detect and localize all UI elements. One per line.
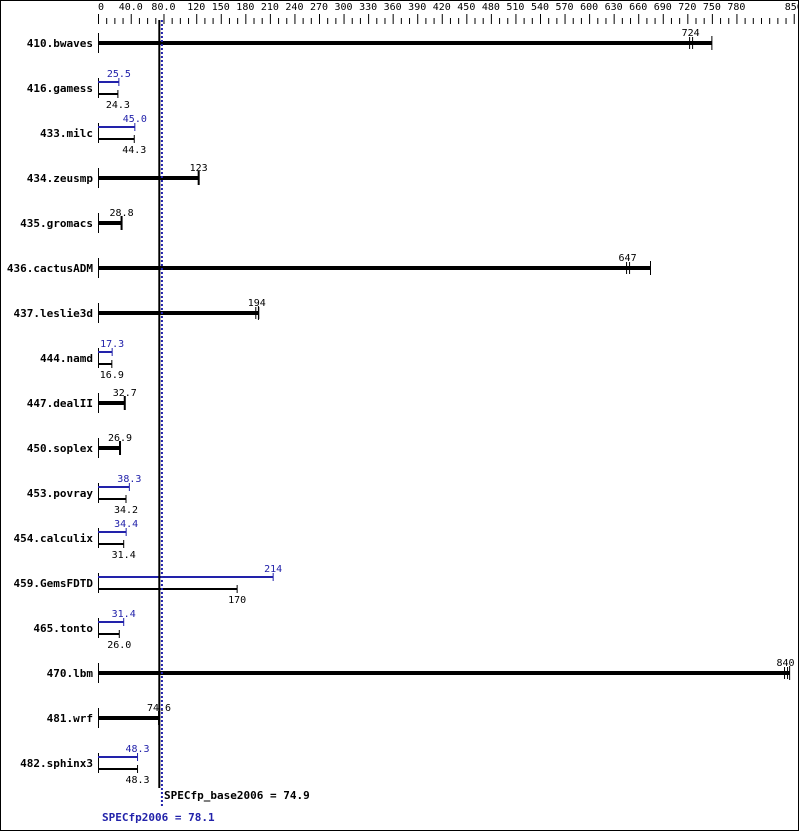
benchmark-label: 437.leslie3d (14, 307, 93, 320)
base-value-label: 123 (190, 163, 208, 174)
base-value-label: 44.3 (122, 145, 146, 156)
x-tick-label: 120 (187, 2, 205, 13)
base-bar (98, 41, 712, 45)
benchmark-label: 453.povray (27, 487, 94, 500)
base-value-label: 26.0 (107, 640, 131, 651)
x-tick-label: 80.0 (151, 2, 175, 13)
x-tick-label: 270 (310, 2, 328, 13)
x-tick-label: 510 (506, 2, 524, 13)
x-tick-label: 690 (654, 2, 672, 13)
x-tick-label: 330 (359, 2, 377, 13)
x-tick-label: 0 (98, 2, 104, 13)
benchmark-label: 470.lbm (47, 667, 94, 680)
base-value-label: 28.8 (110, 208, 134, 219)
x-tick-label: 750 (703, 2, 721, 13)
base-bar (98, 221, 122, 225)
x-tick-label: 180 (236, 2, 254, 13)
x-tick-label: 150 (212, 2, 230, 13)
x-tick-label: 720 (678, 2, 696, 13)
base-bar (98, 401, 125, 405)
x-tick-label: 390 (408, 2, 426, 13)
base-bar (98, 266, 651, 270)
benchmark-label: 410.bwaves (27, 37, 93, 50)
x-tick-label: 780 (727, 2, 745, 13)
base-bar (98, 176, 199, 180)
base-value-label: 26.9 (108, 433, 132, 444)
x-tick-label: 210 (261, 2, 279, 13)
base-mean-label: SPECfp_base2006 = 74.9 (164, 789, 310, 802)
benchmark-label: 436.cactusADM (7, 262, 93, 275)
benchmark-label: 454.calculix (14, 532, 94, 545)
base-bar (98, 311, 259, 315)
benchmark-label: 433.milc (40, 127, 93, 140)
base-value-label: 24.3 (106, 100, 130, 111)
benchmark-label: 435.gromacs (20, 217, 93, 230)
peak-value-label: 31.4 (112, 609, 136, 620)
x-tick-label: 240 (285, 2, 303, 13)
base-value-label: 32.7 (113, 388, 137, 399)
peak-value-label: 38.3 (117, 474, 141, 485)
peak-value-label: 34.4 (114, 519, 138, 530)
base-value-label: 724 (682, 28, 700, 39)
benchmark-label: 447.dealII (27, 397, 93, 410)
base-bar (98, 671, 790, 675)
x-tick-label: 630 (605, 2, 623, 13)
base-value-label: 194 (248, 298, 266, 309)
x-tick-label: 40.0 (119, 2, 143, 13)
base-value-label: 170 (228, 595, 246, 606)
base-bar (98, 446, 121, 450)
x-tick-label: 570 (556, 2, 574, 13)
base-value-label: 647 (619, 253, 637, 264)
peak-value-label: 25.5 (107, 69, 131, 80)
base-bar (98, 716, 160, 720)
x-tick-label: 850 (785, 2, 799, 13)
x-tick-label: 420 (433, 2, 451, 13)
x-tick-label: 480 (482, 2, 500, 13)
benchmark-label: 444.namd (40, 352, 93, 365)
base-value-label: 48.3 (125, 775, 149, 786)
peak-value-label: 45.0 (123, 114, 147, 125)
benchmark-label: 465.tonto (33, 622, 93, 635)
peak-value-label: 214 (264, 564, 282, 575)
benchmark-label: 450.soplex (27, 442, 94, 455)
base-value-label: 34.2 (114, 505, 138, 516)
peak-value-label: 48.3 (125, 744, 149, 755)
benchmark-label: 416.gamess (27, 82, 93, 95)
base-value-label: 840 (777, 658, 795, 669)
x-tick-label: 360 (384, 2, 402, 13)
benchmark-label: 481.wrf (47, 712, 93, 725)
base-value-label: 16.9 (100, 370, 124, 381)
x-tick-label: 540 (531, 2, 549, 13)
x-tick-label: 600 (580, 2, 598, 13)
x-tick-label: 660 (629, 2, 647, 13)
base-value-label: 31.4 (112, 550, 136, 561)
benchmark-label: 459.GemsFDTD (14, 577, 94, 590)
x-tick-label: 300 (335, 2, 353, 13)
peak-mean-label: SPECfp2006 = 78.1 (102, 811, 215, 824)
benchmark-label: 434.zeusmp (27, 172, 94, 185)
benchmark-label: 482.sphinx3 (20, 757, 93, 770)
peak-value-label: 17.3 (100, 339, 124, 350)
x-tick-label: 450 (457, 2, 475, 13)
